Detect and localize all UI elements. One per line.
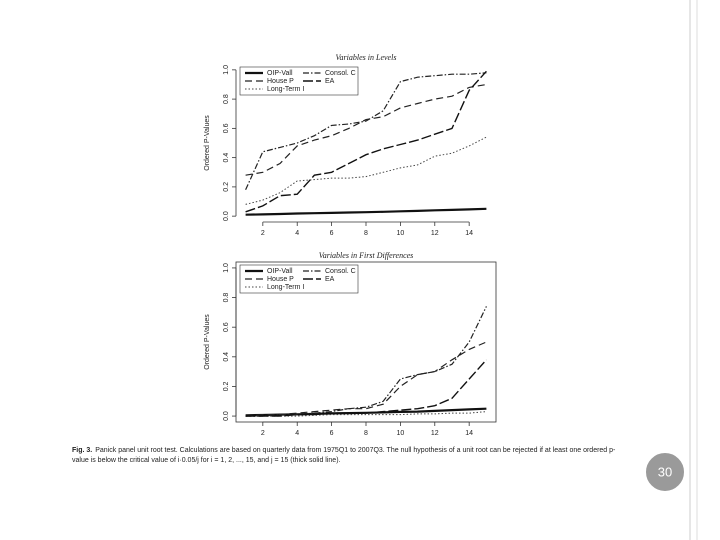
- series-line: [245, 70, 487, 213]
- x-tick-label: 2: [261, 430, 265, 437]
- x-tick-label: 8: [364, 430, 368, 437]
- legend-label: EA: [325, 276, 335, 283]
- caption-text: Panick panel unit root test. Calculation…: [72, 447, 616, 464]
- chart-title: Variables in First Differences: [319, 251, 414, 260]
- series-line: [245, 411, 487, 417]
- series-line: [245, 306, 487, 417]
- y-tick-label: 0.8: [223, 94, 230, 104]
- x-tick-label: 14: [465, 430, 473, 437]
- slide-number-badge: [644, 451, 686, 493]
- legend-label: Long-Term I: [267, 86, 304, 93]
- series-line: [245, 207, 487, 216]
- legend-label: EA: [325, 78, 335, 85]
- y-tick-label: 0.8: [223, 293, 230, 303]
- y-tick-label: 0.4: [223, 153, 230, 163]
- y-tick-label: 0.6: [223, 123, 230, 133]
- series-line: [245, 83, 487, 176]
- slide-number: 30: [658, 464, 672, 479]
- x-tick-label: 4: [295, 430, 299, 437]
- x-tick-label: 4: [295, 230, 299, 237]
- x-tick-label: 10: [396, 430, 404, 437]
- x-tick-label: 12: [431, 230, 439, 237]
- y-axis-label: Ordered P-Values: [204, 314, 211, 370]
- x-tick-label: 6: [330, 430, 334, 437]
- series-line: [245, 359, 487, 417]
- y-tick-label: 0.4: [223, 352, 230, 362]
- y-tick-label: 1.0: [223, 65, 230, 75]
- y-tick-label: 0.6: [223, 322, 230, 332]
- legend-label: House P: [267, 78, 294, 85]
- chart-title: Variables in Levels: [336, 53, 397, 62]
- y-tick-label: 0.2: [223, 182, 230, 192]
- legend-label: OIP-Vall: [267, 268, 293, 275]
- y-tick-label: 1.0: [223, 263, 230, 273]
- y-tick-label: 0.2: [223, 381, 230, 391]
- series-line: [245, 341, 487, 417]
- legend-label: OIP-Vall: [267, 70, 293, 77]
- y-axis-label: Ordered P-Values: [204, 115, 211, 171]
- x-tick-label: 6: [330, 230, 334, 237]
- x-tick-label: 2: [261, 230, 265, 237]
- caption: Fig. 3. Panick panel unit root test. Calc…: [72, 446, 632, 466]
- x-tick-label: 8: [364, 230, 368, 237]
- legend-label: Consol. C: [325, 70, 356, 77]
- y-tick-label: 0.0: [223, 411, 230, 421]
- caption-label: Fig. 3.: [72, 447, 93, 454]
- x-tick-label: 14: [465, 230, 473, 237]
- legend-label: House P: [267, 276, 294, 283]
- x-tick-label: 10: [396, 230, 404, 237]
- series-line: [245, 136, 487, 205]
- legend-label: Long-Term I: [267, 284, 304, 291]
- series-line: [245, 72, 487, 191]
- legend-label: Consol. C: [325, 268, 356, 275]
- x-tick-label: 12: [431, 430, 439, 437]
- y-tick-label: 0.0: [223, 211, 230, 221]
